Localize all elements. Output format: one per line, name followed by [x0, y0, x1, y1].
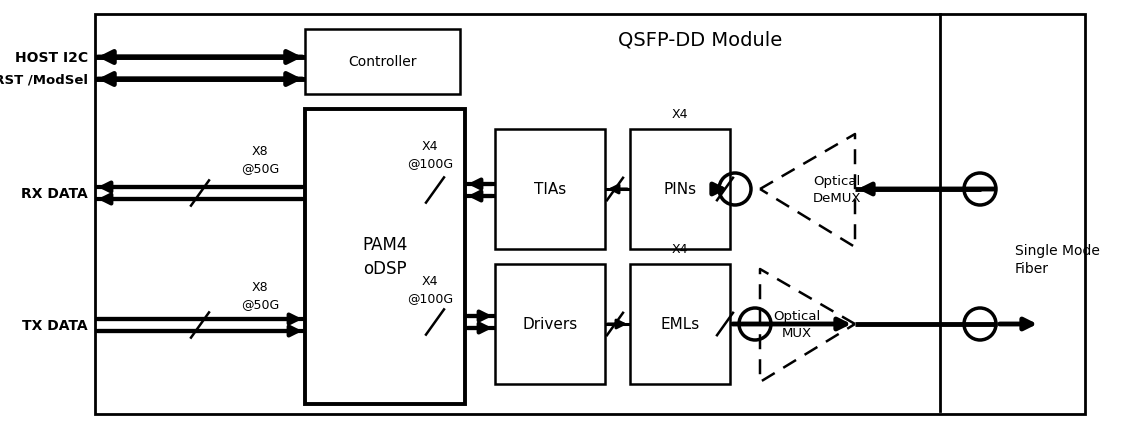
Text: X4
@100G: X4 @100G: [407, 140, 453, 170]
Bar: [630, 130, 730, 249]
Text: X8
@50G: X8 @50G: [241, 145, 279, 175]
Text: X4: X4: [672, 243, 688, 256]
Text: Drivers: Drivers: [522, 317, 577, 332]
Text: INTL/LP /RST /ModSel: INTL/LP /RST /ModSel: [0, 73, 88, 86]
Text: RX DATA: RX DATA: [21, 187, 88, 201]
Text: X8
@50G: X8 @50G: [241, 280, 279, 310]
Text: Optical
DeMUX: Optical DeMUX: [812, 175, 862, 204]
Bar: [495, 265, 605, 384]
Text: PAM4
oDSP: PAM4 oDSP: [362, 236, 407, 277]
Text: TIAs: TIAs: [534, 182, 566, 197]
Bar: [630, 265, 730, 384]
Text: X4: X4: [672, 108, 688, 121]
Text: Optical
MUX: Optical MUX: [773, 309, 820, 339]
Text: HOST I2C: HOST I2C: [15, 51, 88, 65]
Bar: [305, 30, 460, 95]
Text: Single Mode
Fiber: Single Mode Fiber: [1015, 243, 1100, 276]
Text: PINs: PINs: [664, 182, 696, 197]
Bar: [305, 110, 465, 404]
Text: QSFP-DD Module: QSFP-DD Module: [618, 30, 782, 49]
Text: EMLs: EMLs: [660, 317, 700, 332]
Text: TX DATA: TX DATA: [22, 318, 88, 332]
Text: X4
@100G: X4 @100G: [407, 274, 453, 304]
Bar: [495, 130, 605, 249]
Text: Controller: Controller: [348, 55, 416, 69]
Bar: [94, 15, 1084, 414]
